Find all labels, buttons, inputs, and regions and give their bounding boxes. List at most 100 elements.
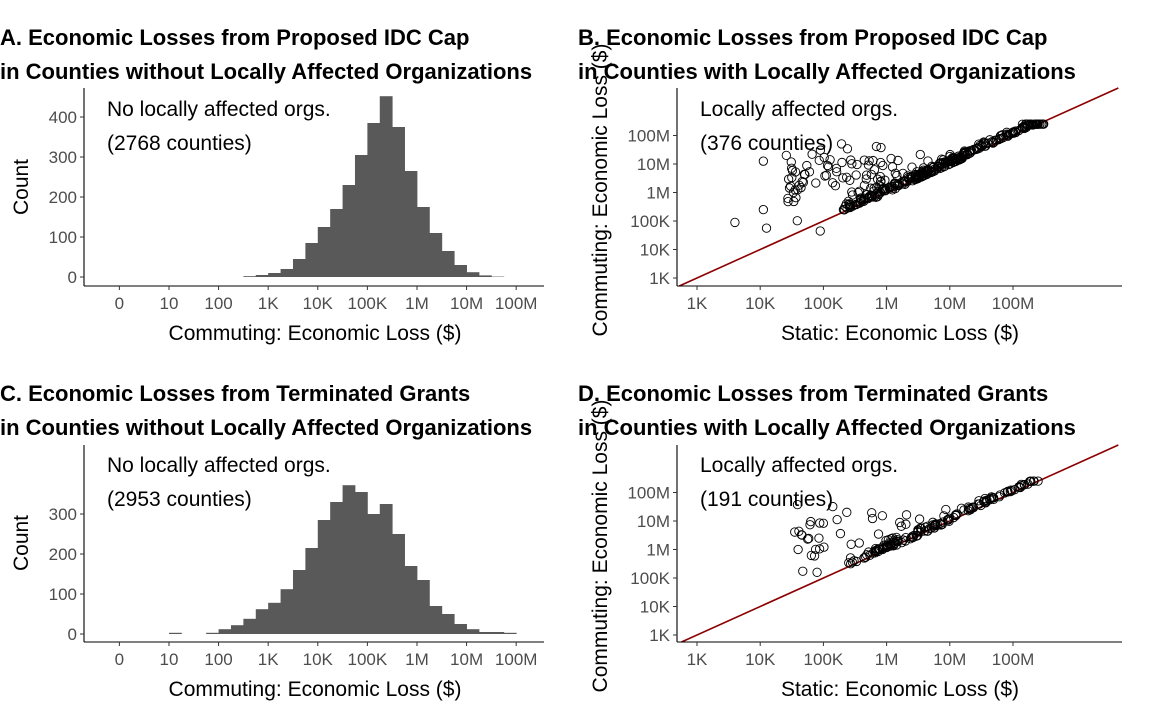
panel-b-title-line2: in Counties with Locally Affected Organi… xyxy=(578,59,1076,84)
scatter-point xyxy=(975,140,985,150)
x-tick-label: 100K xyxy=(804,650,844,669)
scatter-point xyxy=(797,176,807,187)
histogram-bar xyxy=(292,570,306,634)
x-tick-label: 100K xyxy=(804,294,844,313)
scatter-point xyxy=(928,166,939,177)
panel-b-annotation-line1: Locally affected orgs. xyxy=(700,98,898,121)
scatter-point xyxy=(876,142,886,153)
panel-c-axes xyxy=(80,445,544,646)
scatter-point xyxy=(908,172,918,182)
y-tick-label: 10M xyxy=(637,155,670,174)
scatter-point xyxy=(965,504,975,515)
scatter-point xyxy=(806,550,816,561)
y-tick-label: 1M xyxy=(646,541,670,560)
scatter-point xyxy=(867,513,878,524)
scatter-point xyxy=(1033,476,1043,486)
panel-a-annotation-line2: (2768 counties) xyxy=(107,132,252,155)
y-tick-label: 10K xyxy=(640,241,671,260)
scatter-point xyxy=(854,198,864,208)
scatter-point xyxy=(859,553,869,563)
panel-b-axes xyxy=(673,88,1122,290)
scatter-point xyxy=(953,153,963,163)
panel-c-bars xyxy=(168,485,517,634)
scatter-point xyxy=(1003,486,1013,496)
scatter-point xyxy=(851,170,861,180)
x-tick-label: 1M xyxy=(875,650,899,669)
histogram-bar xyxy=(292,259,306,277)
panel-c-tick-labels: 0 100 200 300 0 10 100 1K 10K 100K 1M 10… xyxy=(49,505,538,669)
scatter-point xyxy=(793,544,803,555)
scatter-point xyxy=(877,511,888,521)
scatter-point xyxy=(893,536,903,547)
histogram-bar xyxy=(255,275,269,277)
scatter-point xyxy=(994,492,1005,502)
scatter-point xyxy=(836,139,847,149)
x-tick-label: 10 xyxy=(160,294,179,313)
x-tick-label: 10 xyxy=(160,650,179,669)
panel-b-title-line1: B. Economic Losses from Proposed IDC Cap xyxy=(578,25,1047,50)
scatter-point xyxy=(807,149,817,159)
scatter-point xyxy=(871,192,881,202)
scatter-point xyxy=(936,520,946,530)
scatter-point xyxy=(888,533,898,543)
x-tick-label: 1K xyxy=(687,650,708,669)
scatter-point xyxy=(1037,119,1047,129)
x-tick-label: 10K xyxy=(745,294,776,313)
panel-d-annotation-line2: (191 counties) xyxy=(700,488,833,511)
scatter-point xyxy=(730,217,740,228)
x-tick-label: 10M xyxy=(933,294,966,313)
scatter-point xyxy=(901,519,911,529)
scatter-point xyxy=(796,183,806,193)
scatter-point xyxy=(907,162,917,172)
scatter-point xyxy=(866,169,876,180)
scatter-point xyxy=(809,551,820,561)
y-tick-label: 1M xyxy=(646,184,670,203)
histogram-bar xyxy=(429,233,443,277)
histogram-bar xyxy=(218,629,232,634)
scatter-point xyxy=(980,141,990,151)
histogram-bar xyxy=(305,548,319,634)
panel-a-x-axis-title: Commuting: Economic Loss ($) xyxy=(169,322,462,345)
histogram-bar xyxy=(478,632,492,634)
x-tick-label: 1K xyxy=(687,294,708,313)
scatter-point xyxy=(869,165,880,175)
scatter-point xyxy=(847,159,857,169)
x-tick-label: 1M xyxy=(405,650,429,669)
scatter-point xyxy=(943,515,954,525)
histogram-bar xyxy=(255,609,269,634)
scatter-point xyxy=(820,171,830,181)
scatter-point xyxy=(883,535,894,545)
scatter-point xyxy=(923,156,933,166)
scatter-point xyxy=(847,557,858,567)
scatter-point xyxy=(841,172,852,182)
y-tick-label: 200 xyxy=(49,188,77,207)
panel-b-x-axis-title: Static: Economic Loss ($) xyxy=(781,322,1019,345)
scatter-point xyxy=(873,529,884,539)
x-tick-label: 100K xyxy=(348,650,388,669)
x-tick-label: 1M xyxy=(405,294,429,313)
histogram-bar xyxy=(379,96,393,277)
histogram-bar xyxy=(268,602,281,634)
histogram-bar xyxy=(491,632,505,634)
scatter-point xyxy=(861,174,871,184)
scatter-point xyxy=(1019,122,1030,132)
scatter-point xyxy=(1029,476,1039,486)
scatter-point xyxy=(828,501,838,512)
scatter-point xyxy=(846,559,856,569)
scatter-point xyxy=(847,190,858,200)
scatter-point xyxy=(831,163,842,174)
y-tick-label: 10K xyxy=(640,598,671,617)
x-tick-label: 100K xyxy=(348,294,388,313)
scatter-point xyxy=(903,172,913,183)
scatter-point xyxy=(859,180,870,191)
y-tick-label: 0 xyxy=(68,268,77,287)
scatter-point xyxy=(838,173,848,183)
y-tick-label: 100K xyxy=(630,569,670,588)
scatter-point xyxy=(877,185,887,195)
scatter-point xyxy=(879,183,889,193)
scatter-point xyxy=(876,157,886,168)
scatter-point xyxy=(867,508,877,518)
histogram-bar xyxy=(317,520,331,634)
x-tick-label: 1K xyxy=(258,294,279,313)
